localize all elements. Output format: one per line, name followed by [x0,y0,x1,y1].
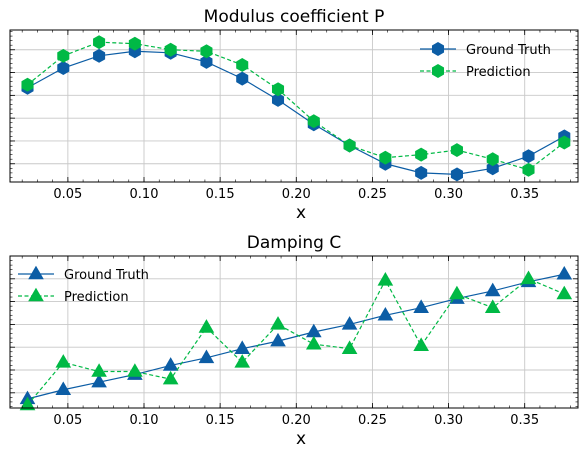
data-point [200,54,213,69]
data-point [55,381,72,396]
data-point [377,272,394,286]
data-point [305,335,322,350]
data-point [556,265,573,280]
data-point [234,340,251,355]
axes-frame [9,255,579,409]
x-tick-label: 0.10 [130,187,159,202]
data-point [307,114,320,129]
series-line [27,278,565,406]
legend-label: Ground Truth [466,43,551,58]
data-point [162,370,179,385]
series-layer [21,35,571,182]
chart-title: Modulus coefficient P [204,7,385,27]
grid [10,30,578,182]
x-tick-label: 0.30 [434,187,463,202]
data-point [234,354,251,368]
data-point [271,82,285,97]
data-point [522,162,535,177]
data-point [270,316,286,330]
data-point [343,138,356,153]
axes [9,255,579,409]
x-tick-label: 0.25 [358,413,387,428]
legend: Ground Truth Prediction [420,42,551,80]
legend-marker [431,42,445,56]
x-tick-label: 0.15 [206,187,235,202]
data-point [413,337,429,351]
data-point [556,285,573,300]
data-point [377,306,394,321]
series-layer [19,265,573,411]
legend: Ground Truth Prediction [18,265,149,305]
data-point [164,42,177,57]
data-point [91,373,107,388]
legend-label: Prediction [466,65,531,80]
legend-label: Prediction [64,290,129,305]
x-tick-label: 0.10 [130,413,159,428]
data-point [162,357,179,371]
x-axis-label: x [296,429,306,449]
data-point [450,167,463,182]
x-tick-label: 0.35 [510,413,539,428]
series-line [27,273,565,400]
data-point [484,299,501,313]
data-point [484,282,501,297]
chart-panel-modulus: Modulus coefficient P 0.05 0.10 0.15 0.20 0.… [9,7,579,223]
data-point [57,61,70,75]
x-tick-labels: 0.05 0.10 0.15 0.20 0.25 0.30 0.35 [53,187,539,202]
x-tick-label: 0.30 [434,413,463,428]
x-tick-label: 0.25 [358,187,387,202]
data-point [415,165,428,180]
data-point [236,71,249,86]
legend-marker [28,287,44,302]
chart-title: Damping C [247,233,341,253]
data-point [19,396,36,411]
data-point [450,143,463,158]
data-point [449,285,465,300]
data-point [379,150,392,165]
data-point [200,44,213,59]
data-point [415,147,428,162]
x-tick-label: 0.05 [53,413,82,428]
x-tick-label: 0.20 [282,187,311,202]
axes-frame [9,29,579,183]
legend-marker [28,265,44,280]
data-point [486,161,499,176]
data-point [271,92,285,107]
x-tick-label: 0.15 [206,413,235,428]
x-tick-label: 0.05 [53,187,82,202]
series-line [27,50,565,176]
legend-marker [431,64,445,78]
chart-panel-damping: Damping C 0.05 0.10 0.15 0.20 0.25 0.30 0.35 x… [9,233,579,449]
data-point [198,349,215,364]
data-point [91,363,107,377]
data-point [341,316,358,330]
data-point [127,363,143,377]
data-point [21,77,34,92]
data-point [198,319,215,333]
data-point [341,340,358,355]
data-point [413,299,429,313]
axes [9,29,579,183]
x-tick-labels: 0.05 0.10 0.15 0.20 0.25 0.30 0.35 [53,413,539,428]
data-point [55,354,72,368]
data-point [128,36,141,51]
data-point [93,48,106,63]
legend-label: Ground Truth [64,268,149,283]
data-point [236,57,249,72]
data-point [270,332,286,347]
x-tick-label: 0.35 [510,187,539,202]
data-point [93,35,106,50]
data-point [520,270,537,285]
grid [10,256,578,408]
data-point [522,149,535,164]
x-axis-label: x [296,203,306,223]
data-point [558,135,571,150]
x-tick-label: 0.20 [282,413,311,428]
data-point [486,152,499,167]
data-point [57,48,70,63]
